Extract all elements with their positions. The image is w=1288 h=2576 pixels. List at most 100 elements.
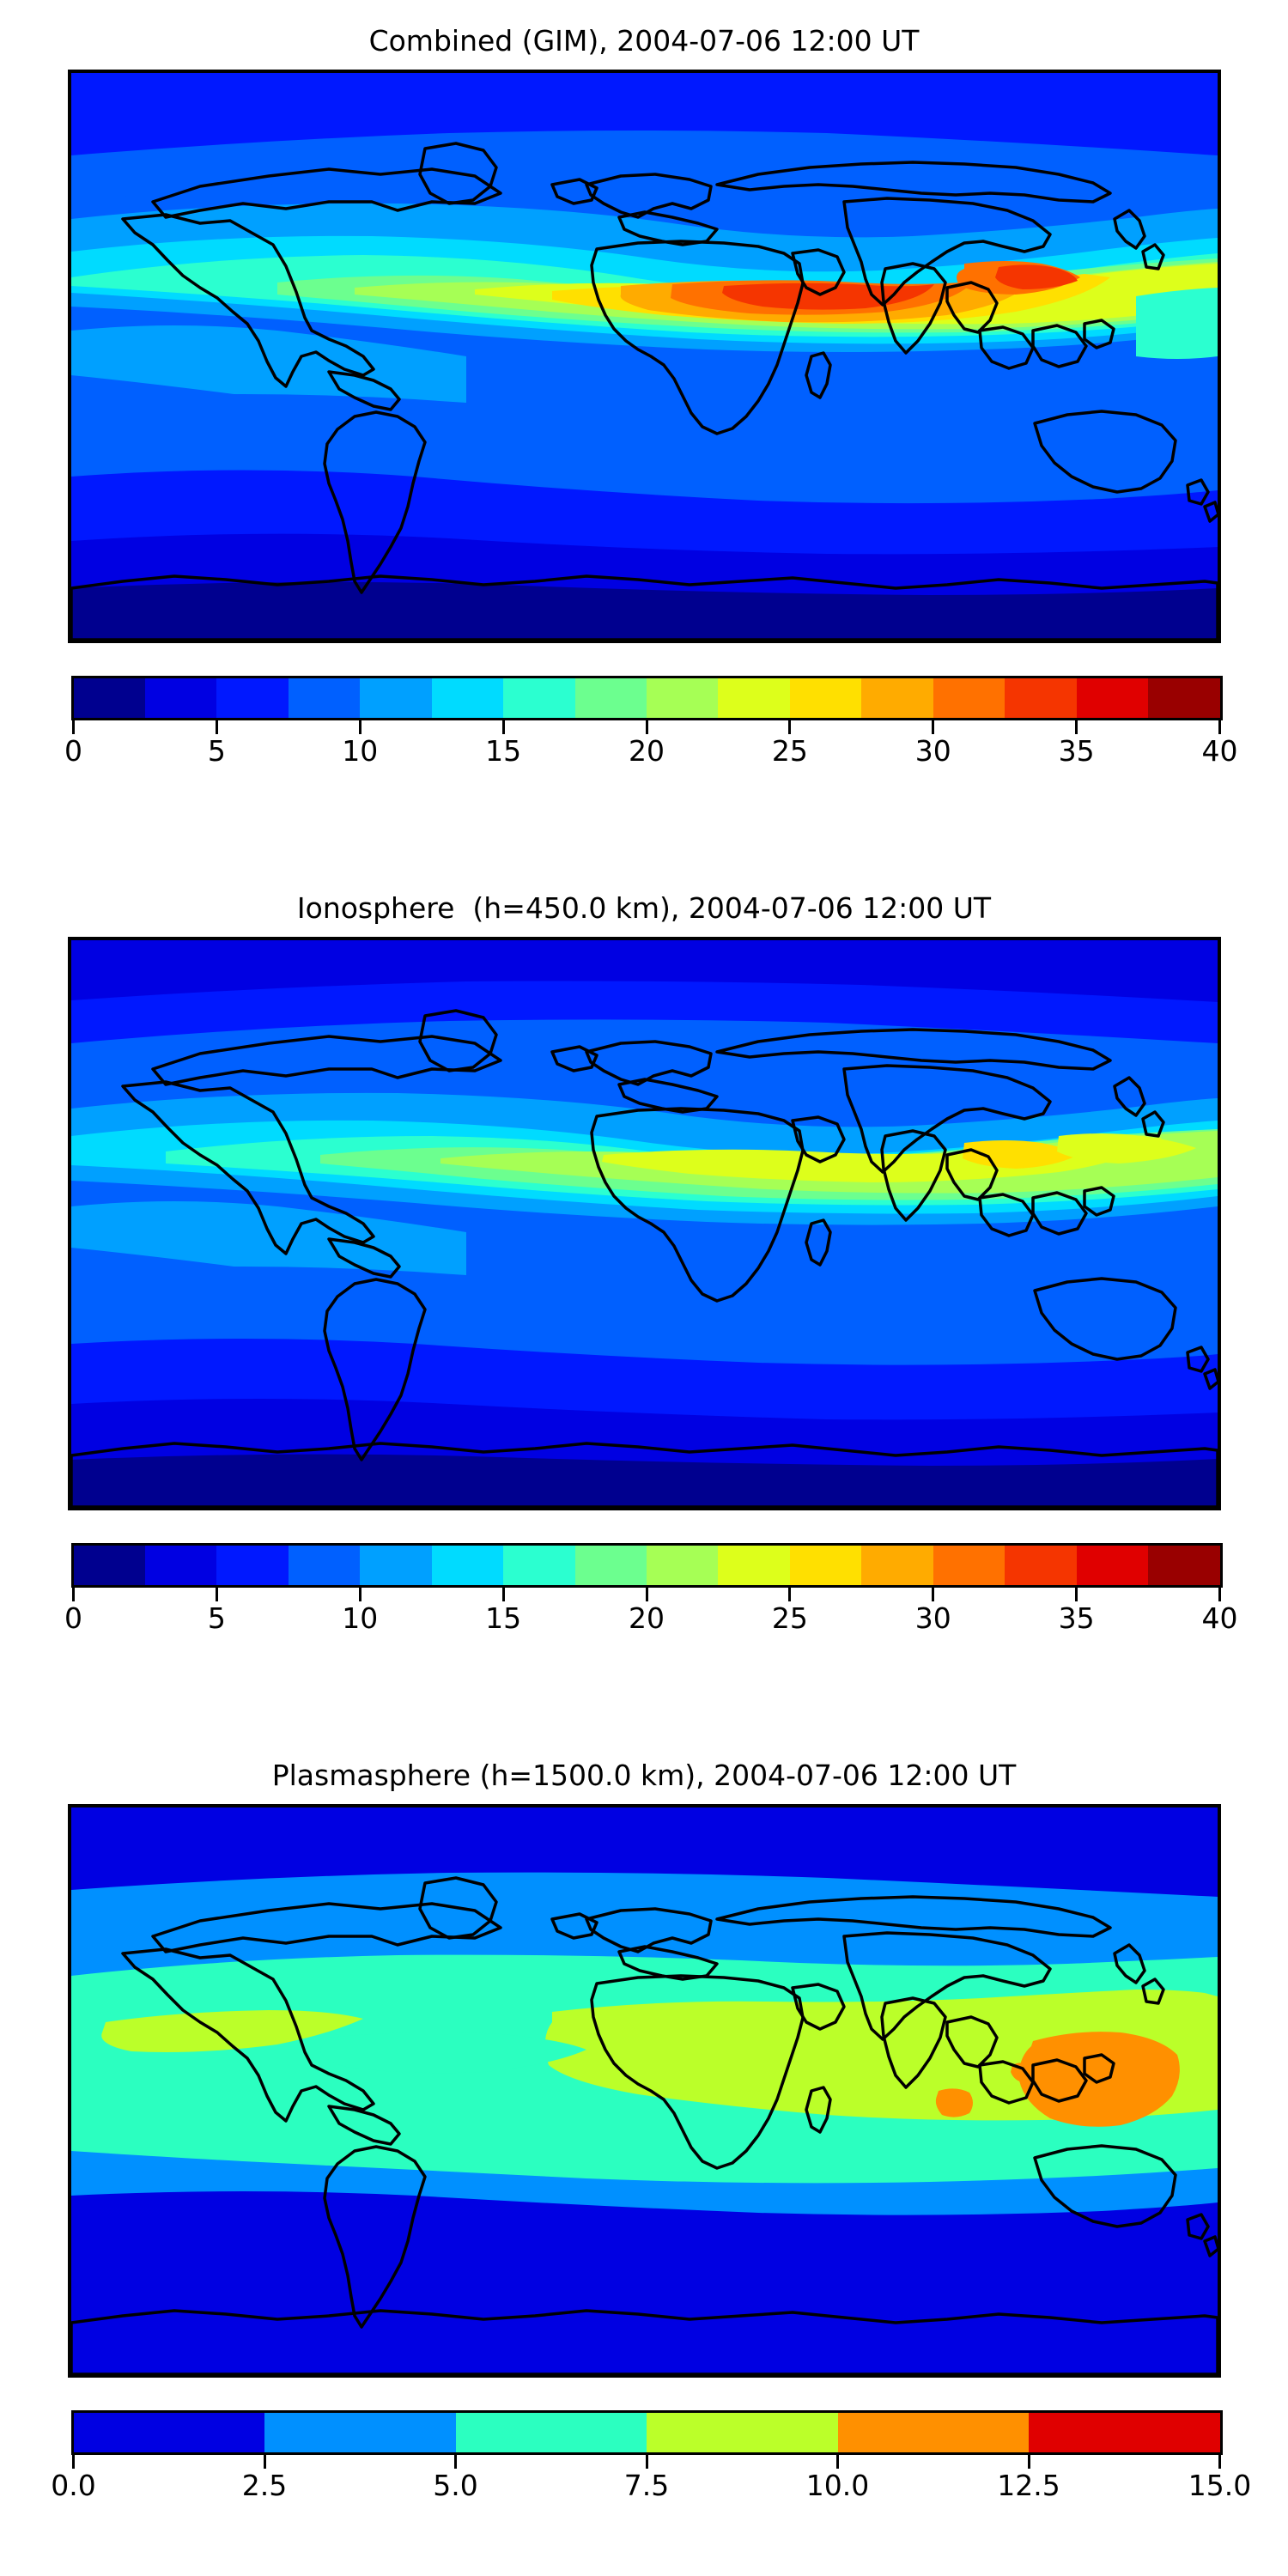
colorbar-tick-label: 20 (629, 1601, 665, 1635)
colorbar-swatch (431, 1546, 504, 1585)
colorbar-swatch (216, 1546, 289, 1585)
colorbar-tick-label: 25 (771, 734, 808, 768)
colorbar-3-ticks (71, 2455, 1223, 2469)
colorbar-tick-label: 2.5 (241, 2469, 288, 2502)
panel-1-title: Combined (GIM), 2004-07-06 12:00 UT (368, 24, 920, 58)
colorbar-tick-label: 15 (485, 734, 522, 768)
colorbar-tick-label: 15.0 (1188, 2469, 1252, 2502)
colorbar-swatch (144, 1546, 217, 1585)
colorbar-3-labels: 0.0 2.5 5.0 7.5 10.0 12.5 15.0 (51, 2469, 1251, 2508)
colorbar-tick (1218, 1588, 1221, 1601)
colorbar-swatch (1148, 678, 1220, 718)
colorbar-swatch (503, 1546, 575, 1585)
map-ionosphere (67, 937, 1221, 1510)
panel-combined-gim: Combined (GIM), 2004-07-06 12:00 UT (0, 24, 1288, 774)
colorbar-swatch (431, 678, 504, 718)
colorbar-3-bands (70, 2410, 1223, 2455)
colorbar-swatch (288, 678, 361, 718)
colorbar-plasmasphere: 0.0 2.5 5.0 7.5 10.0 12.5 15.0 (51, 2410, 1251, 2508)
colorbar-2-bands (70, 1543, 1223, 1588)
colorbar-tick-label: 40 (1201, 734, 1238, 768)
colorbar-swatch (216, 678, 289, 718)
colorbar-swatch (933, 678, 1005, 718)
colorbar-tick (788, 720, 792, 734)
contour-field-combined (70, 73, 1218, 640)
colorbar-swatch (574, 1546, 647, 1585)
colorbar-swatch (73, 1546, 145, 1585)
colorbar-1-labels: 0 5 10 15 20 25 30 35 40 (64, 734, 1238, 774)
colorbar-tick-label: 5.0 (433, 2469, 478, 2502)
colorbar-tick-label: 30 (914, 1601, 951, 1635)
colorbar-tick (788, 1588, 792, 1601)
colorbar-tick (501, 1588, 505, 1601)
colorbar-tick-label: 12.5 (997, 2469, 1060, 2502)
colorbar-tick (1027, 2455, 1030, 2469)
colorbar-swatch (933, 1546, 1005, 1585)
colorbar-tick (501, 720, 505, 734)
colorbar-1-ticks (71, 720, 1223, 734)
colorbar-tick (1218, 720, 1221, 734)
colorbar-ionosphere: 0 5 10 15 20 25 30 35 40 (64, 1543, 1238, 1641)
colorbar-2-ticks (71, 1588, 1223, 1601)
colorbar-tick (1075, 720, 1078, 734)
colorbar-tick-label: 0.0 (51, 2469, 96, 2502)
colorbar-tick (932, 1588, 935, 1601)
panel-plasmasphere: Plasmasphere (h=1500.0 km), 2004-07-06 1… (0, 1759, 1288, 2508)
colorbar-swatch (861, 1546, 933, 1585)
map-combined-gim (67, 70, 1221, 643)
colorbar-tick (215, 1588, 218, 1601)
colorbar-swatch (288, 1546, 361, 1585)
colorbar-tick-label: 35 (1058, 734, 1095, 768)
colorbar-tick (358, 1588, 361, 1601)
colorbar-tick (72, 2455, 75, 2469)
colorbar-swatch (789, 1546, 862, 1585)
colorbar-tick (645, 2455, 648, 2469)
contour-field-ionosphere (70, 940, 1218, 1507)
colorbar-tick (72, 1588, 75, 1601)
colorbar-swatch (647, 1546, 719, 1585)
colorbar-swatch (718, 1546, 790, 1585)
colorbar-swatch (455, 2413, 647, 2452)
colorbar-swatch (647, 2413, 838, 2452)
panel-ionosphere: Ionosphere (h=450.0 km), 2004-07-06 12:0… (0, 891, 1288, 1641)
colorbar-swatch (360, 1546, 432, 1585)
colorbar-tick-label: 10 (342, 1601, 379, 1635)
colorbar-tick-label: 30 (914, 734, 951, 768)
colorbar-swatch (73, 2413, 264, 2452)
colorbar-swatch (861, 678, 933, 718)
colorbar-tick-label: 5 (207, 1601, 226, 1635)
colorbar-tick (454, 2455, 457, 2469)
colorbar-tick-label: 0 (64, 734, 82, 768)
colorbar-swatch (1148, 1546, 1220, 1585)
panel-3-title: Plasmasphere (h=1500.0 km), 2004-07-06 1… (271, 1759, 1017, 1792)
colorbar-tick (72, 720, 75, 734)
colorbar-swatch (574, 678, 647, 718)
colorbar-swatch (837, 2413, 1029, 2452)
colorbar-swatch (73, 678, 145, 718)
colorbar-swatch (503, 678, 575, 718)
colorbar-tick (358, 720, 361, 734)
colorbar-swatch (1029, 2413, 1220, 2452)
colorbar-tick-label: 0 (64, 1601, 82, 1635)
colorbar-tick (645, 720, 648, 734)
colorbar-tick (836, 2455, 839, 2469)
colorbar-swatch (1076, 1546, 1149, 1585)
colorbar-swatch (144, 678, 217, 718)
colorbar-swatch (264, 2413, 456, 2452)
colorbar-swatch (647, 678, 719, 718)
colorbar-tick (645, 1588, 648, 1601)
colorbar-swatch (789, 678, 862, 718)
colorbar-2-labels: 0 5 10 15 20 25 30 35 40 (64, 1601, 1238, 1641)
colorbar-tick-label: 25 (771, 1601, 808, 1635)
colorbar-tick-label: 40 (1201, 1601, 1238, 1635)
colorbar-tick-label: 10 (342, 734, 379, 768)
colorbar-swatch (1005, 1546, 1077, 1585)
colorbar-swatch (360, 678, 432, 718)
colorbar-swatch (1076, 678, 1149, 718)
colorbar-swatch (718, 678, 790, 718)
colorbar-tick-label: 15 (485, 1601, 522, 1635)
colorbar-tick (263, 2455, 266, 2469)
colorbar-1-bands (70, 676, 1223, 720)
contour-field-plasmasphere (70, 1807, 1218, 2374)
colorbar-tick (215, 720, 218, 734)
